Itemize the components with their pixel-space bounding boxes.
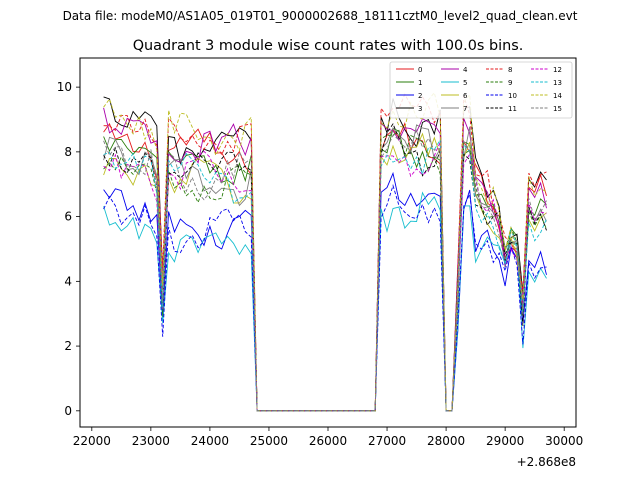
- legend-label-10: 10: [508, 92, 517, 100]
- legend-label-9: 9: [508, 79, 512, 87]
- series-line-10: [103, 184, 547, 412]
- legend-label-8: 8: [508, 66, 512, 74]
- y-axis: 0 2 4 6 8 10: [57, 80, 80, 418]
- legend-label-2: 2: [418, 92, 422, 100]
- y-tick-label: 6: [64, 210, 72, 224]
- y-tick-label: 8: [64, 145, 72, 159]
- legend-label-7: 7: [463, 105, 467, 113]
- legend-label-12: 12: [553, 66, 562, 74]
- legend-label-6: 6: [463, 92, 468, 100]
- series-line-3: [103, 96, 547, 412]
- plot-lines: [103, 91, 547, 412]
- x-offset-label: +2.868e8: [517, 455, 576, 469]
- legend-label-0: 0: [418, 66, 422, 74]
- y-tick-label: 4: [64, 274, 72, 288]
- x-tick-label: 26000: [309, 434, 347, 448]
- series-line-14: [103, 91, 547, 412]
- legend-label-1: 1: [418, 79, 422, 87]
- series-line-8: [103, 93, 547, 412]
- legend-frame: [389, 61, 573, 119]
- series-line-12: [103, 142, 547, 412]
- legend-label-14: 14: [553, 92, 562, 100]
- suptitle: Data file: modeM0/AS1A05_019T01_90000026…: [63, 9, 578, 23]
- legend-label-3: 3: [418, 105, 422, 113]
- x-axis: 22000 23000 24000 25000 26000 27000 28000 29000…: [73, 427, 583, 448]
- legend-label-5: 5: [463, 79, 467, 87]
- x-tick-label: 23000: [132, 434, 170, 448]
- legend-label-11: 11: [508, 105, 517, 113]
- x-tick-label: 25000: [250, 434, 288, 448]
- chart-title: Quadrant 3 module wise count rates with …: [133, 38, 524, 54]
- legend-label-13: 13: [553, 79, 562, 87]
- x-tick-label: 28000: [427, 434, 465, 448]
- y-tick-label: 10: [57, 80, 72, 94]
- x-tick-label: 30000: [545, 434, 583, 448]
- series-line-5: [103, 191, 547, 412]
- legend-label-15: 15: [553, 105, 562, 113]
- x-tick-label: 27000: [368, 434, 406, 448]
- x-tick-label: 29000: [486, 434, 524, 448]
- y-tick-label: 0: [64, 404, 72, 418]
- x-tick-label: 24000: [191, 434, 229, 448]
- series-line-15: [103, 128, 547, 412]
- legend-label-4: 4: [463, 66, 468, 74]
- series-line-7: [103, 124, 547, 412]
- y-tick-label: 2: [64, 339, 72, 353]
- series-line-2: [103, 171, 547, 412]
- series-line-0: [103, 122, 547, 412]
- series-line-11: [103, 122, 547, 412]
- x-tick-label: 22000: [73, 434, 111, 448]
